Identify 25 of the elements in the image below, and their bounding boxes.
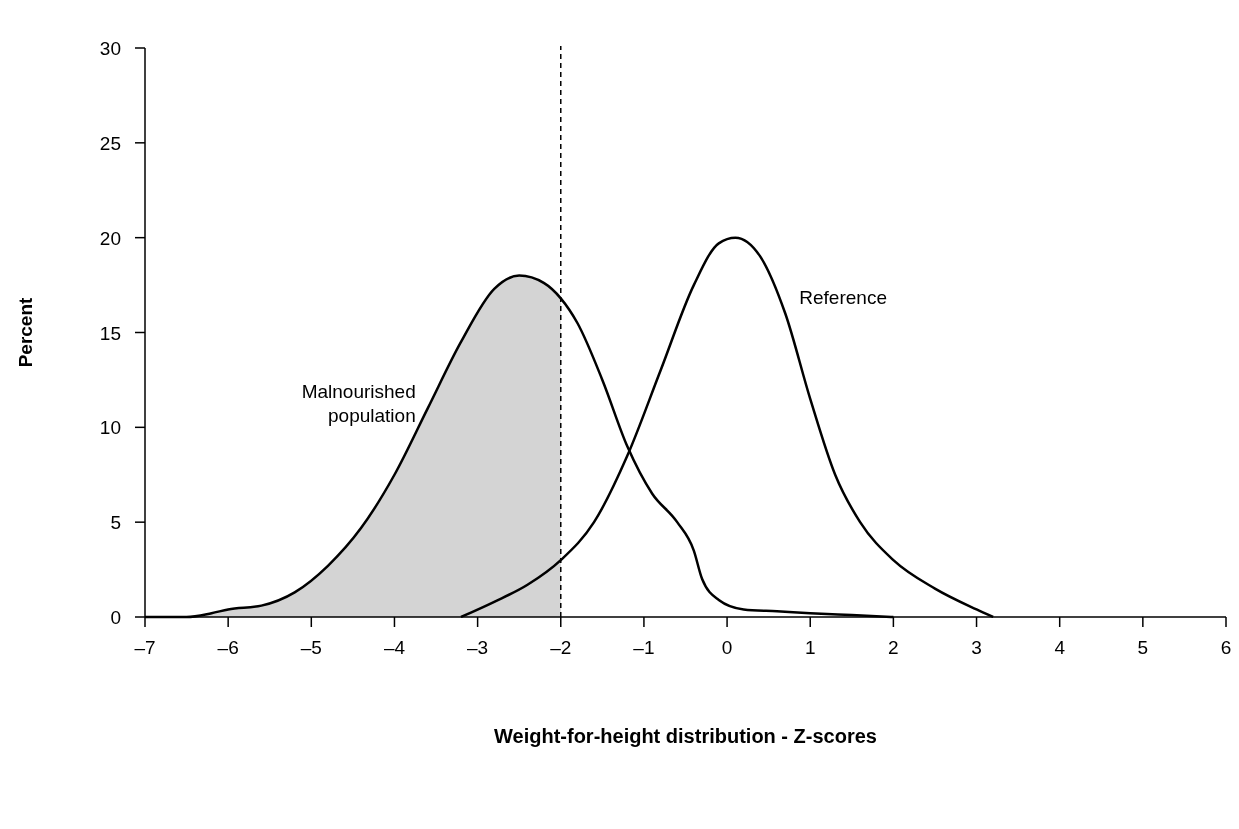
x-axis-title: Weight-for-height distribution - Z-scores (494, 725, 877, 747)
x-tick-label: –7 (134, 637, 156, 658)
y-tick-label: 30 (99, 38, 121, 59)
x-tick-label: –4 (383, 637, 406, 658)
y-tick-label: 25 (99, 132, 121, 154)
x-tick-label: –6 (217, 637, 239, 658)
x-tick-label: 3 (971, 637, 982, 658)
y-tick-label: 10 (99, 417, 121, 439)
x-tick-label: –2 (550, 637, 572, 658)
y-tick-label: 15 (99, 322, 121, 344)
x-tick-label: 2 (888, 637, 899, 658)
y-axis-title: Percent (15, 296, 36, 368)
x-tick-label: –3 (467, 637, 489, 658)
x-tick-label: –1 (633, 637, 655, 658)
series-label: Malnourished population (301, 381, 416, 427)
x-tick-label: 4 (1054, 637, 1066, 658)
series-label: Reference (799, 286, 887, 308)
x-tick-label: 0 (721, 637, 733, 658)
y-tick-label: 0 (110, 607, 121, 628)
y-tick-label: 20 (99, 227, 121, 249)
y-tick-label: 5 (110, 512, 121, 534)
x-tick-label: 6 (1220, 637, 1232, 658)
x-tick-label: 1 (804, 637, 816, 658)
x-tick-label: –5 (300, 637, 322, 658)
x-tick-label: 5 (1137, 637, 1149, 658)
